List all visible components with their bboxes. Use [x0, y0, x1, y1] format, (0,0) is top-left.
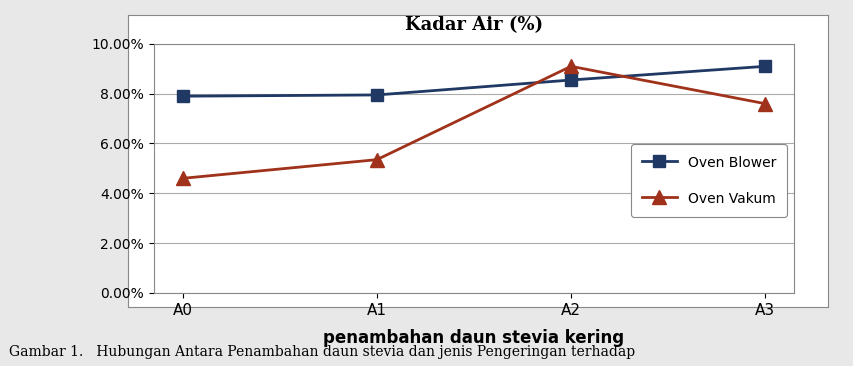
Text: Gambar 1.   Hubungan Antara Penambahan daun stevia dan jenis Pengeringan terhada: Gambar 1. Hubungan Antara Penambahan dau…	[9, 345, 634, 359]
Legend: Oven Blower, Oven Vakum: Oven Blower, Oven Vakum	[630, 145, 786, 217]
Oven Vakum	[759, 101, 769, 106]
Line: Oven Blower: Oven Blower	[177, 60, 770, 102]
Oven Blower	[759, 64, 769, 68]
Title: Kadar Air (%): Kadar Air (%)	[404, 16, 543, 34]
X-axis label: penambahan daun stevia kering: penambahan daun stevia kering	[323, 329, 624, 347]
Line: Oven Vakum: Oven Vakum	[176, 59, 771, 185]
Oven Vakum	[177, 176, 188, 180]
Oven Vakum	[566, 64, 576, 68]
Oven Blower	[371, 93, 381, 97]
Oven Blower	[177, 94, 188, 98]
Oven Blower	[566, 78, 576, 82]
Oven Vakum	[371, 157, 381, 162]
